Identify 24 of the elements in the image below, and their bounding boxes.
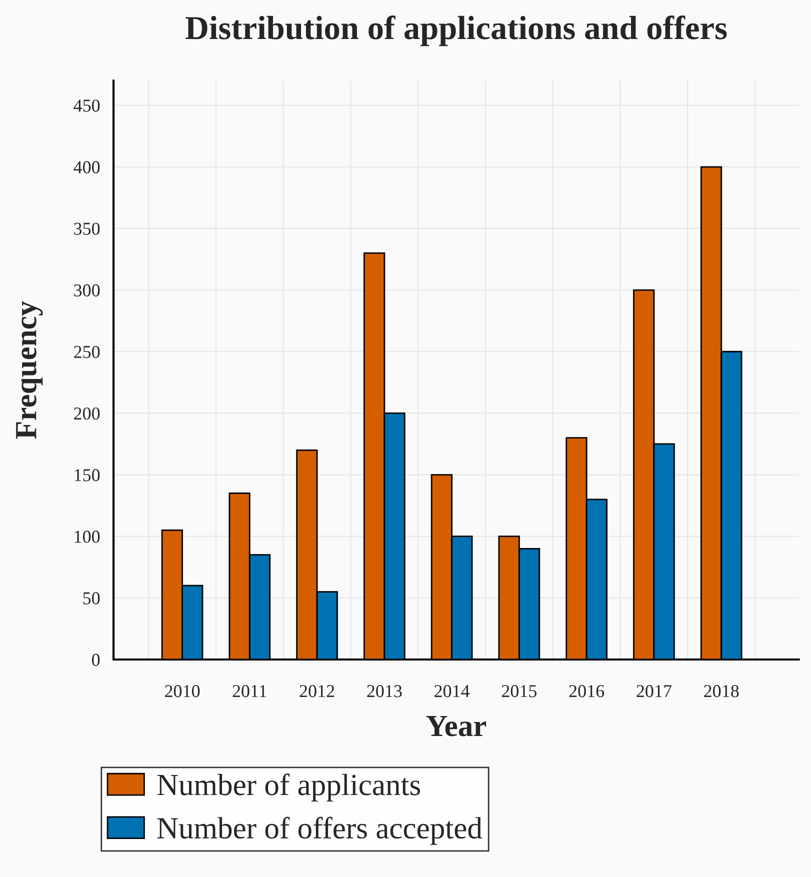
y-tick-label: 100 (74, 530, 100, 543)
x-tick-label: 2010 (165, 685, 200, 698)
x-tick-label: 2016 (569, 685, 604, 698)
y-tick-label: 200 (74, 407, 100, 420)
chart-title: Distribution of applications and offers (185, 16, 727, 46)
x-tick-label: 2014 (434, 685, 470, 698)
y-tick-label: 50 (83, 592, 100, 604)
y-tick-label: 450 (74, 100, 100, 112)
y-axis-title: Frequency (16, 301, 43, 439)
x-tick-label: 2017 (636, 685, 672, 698)
x-tick-label: 2015 (502, 685, 537, 698)
x-tick-label: 2018 (704, 685, 739, 698)
x-tick-label: 2011 (232, 685, 266, 698)
y-tick-label: 350 (74, 222, 100, 235)
y-tick-label: 0 (92, 654, 100, 666)
y-tick-label: 250 (74, 346, 100, 358)
y-tick-label: 150 (74, 469, 100, 482)
x-axis-title: Year (426, 716, 486, 736)
y-tick-label: 400 (74, 161, 100, 174)
x-tick-label: 2012 (300, 685, 334, 698)
y-tick-label: 300 (74, 284, 100, 296)
legend-label: Number of offers accepted (157, 816, 482, 845)
x-tick-label: 2013 (367, 685, 402, 698)
legend-label: Number of applicants (157, 774, 420, 802)
